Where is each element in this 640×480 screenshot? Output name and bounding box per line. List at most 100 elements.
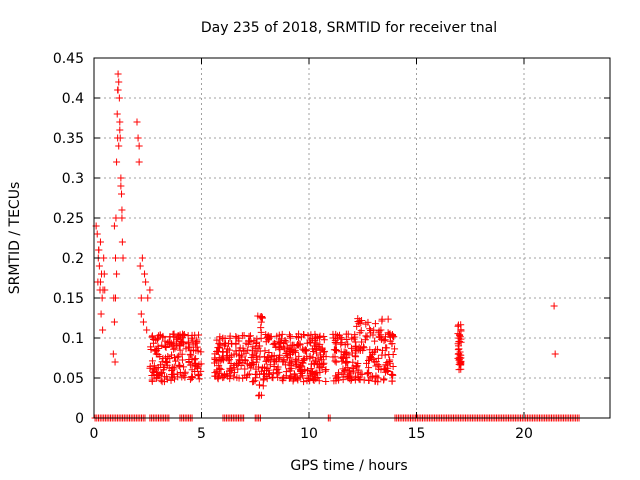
data-point <box>114 134 122 142</box>
data-point <box>358 370 366 378</box>
data-point <box>349 358 357 366</box>
data-point <box>174 332 182 340</box>
axis-ticks: 0 5 10 15 20 0 0.05 0.1 0.15 0.2 0.25 0.3 0.35 0.4 0.4… <box>53 51 610 442</box>
data-point <box>347 344 355 352</box>
data-point <box>263 367 271 375</box>
data-point <box>249 353 257 361</box>
data-point <box>287 364 295 372</box>
data-point <box>342 366 350 374</box>
data-point <box>178 338 186 346</box>
y-tick-label: 0.4 <box>62 91 84 107</box>
data-point <box>332 346 340 354</box>
data-point <box>149 367 157 375</box>
data-point <box>289 349 297 357</box>
data-point <box>380 376 388 384</box>
data-point <box>148 333 156 341</box>
data-point <box>320 332 328 340</box>
data-point <box>195 370 203 378</box>
data-point <box>351 343 359 351</box>
data-point <box>168 370 176 378</box>
data-point <box>456 358 464 366</box>
data-point <box>158 341 166 349</box>
data-point <box>271 340 279 348</box>
data-point <box>95 246 103 254</box>
data-point <box>333 346 341 354</box>
data-point <box>359 343 367 351</box>
data-point <box>259 376 267 384</box>
x-tick-label: 0 <box>90 426 99 442</box>
data-point <box>153 335 161 343</box>
data-point <box>249 378 257 386</box>
data-point <box>257 328 265 336</box>
data-point <box>457 359 465 367</box>
data-point <box>347 377 355 385</box>
data-point <box>109 350 117 358</box>
data-point <box>275 344 283 352</box>
data-point <box>241 365 249 373</box>
data-point <box>252 374 260 382</box>
data-point <box>378 317 386 325</box>
data-point <box>316 346 324 354</box>
data-point <box>223 345 231 353</box>
data-point <box>287 346 295 354</box>
data-point <box>388 377 396 385</box>
data-point <box>364 356 372 364</box>
data-point <box>386 330 394 338</box>
data-point <box>163 373 171 381</box>
data-point <box>382 333 390 341</box>
data-point <box>157 376 165 384</box>
data-point <box>234 365 242 373</box>
data-point <box>186 350 194 358</box>
data-point <box>279 377 287 385</box>
data-point <box>342 348 350 356</box>
data-point <box>231 369 239 377</box>
data-point <box>383 359 391 367</box>
data-point <box>294 334 302 342</box>
data-point <box>389 362 397 370</box>
data-point <box>158 378 166 386</box>
data-point <box>101 286 109 294</box>
data-point <box>312 349 320 357</box>
data-point <box>158 358 166 366</box>
data-point <box>213 357 221 365</box>
data-point <box>362 320 370 328</box>
data-point <box>297 367 305 375</box>
data-point <box>353 347 361 355</box>
data-point <box>162 344 170 352</box>
data-point <box>246 332 254 340</box>
data-point <box>146 286 154 294</box>
data-point <box>238 353 246 361</box>
data-point <box>339 376 347 384</box>
data-point <box>144 294 152 302</box>
data-point <box>226 353 234 361</box>
data-point <box>304 332 312 340</box>
data-point <box>256 381 264 389</box>
x-tick-label: 20 <box>515 426 533 442</box>
data-point <box>355 375 363 383</box>
data-point <box>331 338 339 346</box>
data-point <box>322 365 330 373</box>
data-point <box>242 339 250 347</box>
data-point <box>282 372 290 380</box>
data-point <box>297 333 305 341</box>
data-point <box>296 341 304 349</box>
data-point <box>248 360 256 368</box>
data-point <box>391 345 399 353</box>
data-point <box>292 357 300 365</box>
data-point <box>456 332 464 340</box>
data-point <box>262 357 270 365</box>
data-point <box>186 375 194 383</box>
data-point <box>358 338 366 346</box>
data-point <box>221 335 229 343</box>
data-point <box>193 343 201 351</box>
data-point <box>255 391 263 399</box>
data-point <box>389 371 397 379</box>
data-point <box>170 345 178 353</box>
data-point <box>232 333 240 341</box>
data-point <box>300 346 308 354</box>
data-point <box>278 330 286 338</box>
data-point <box>138 254 146 262</box>
data-point <box>252 339 260 347</box>
data-point <box>337 354 345 362</box>
